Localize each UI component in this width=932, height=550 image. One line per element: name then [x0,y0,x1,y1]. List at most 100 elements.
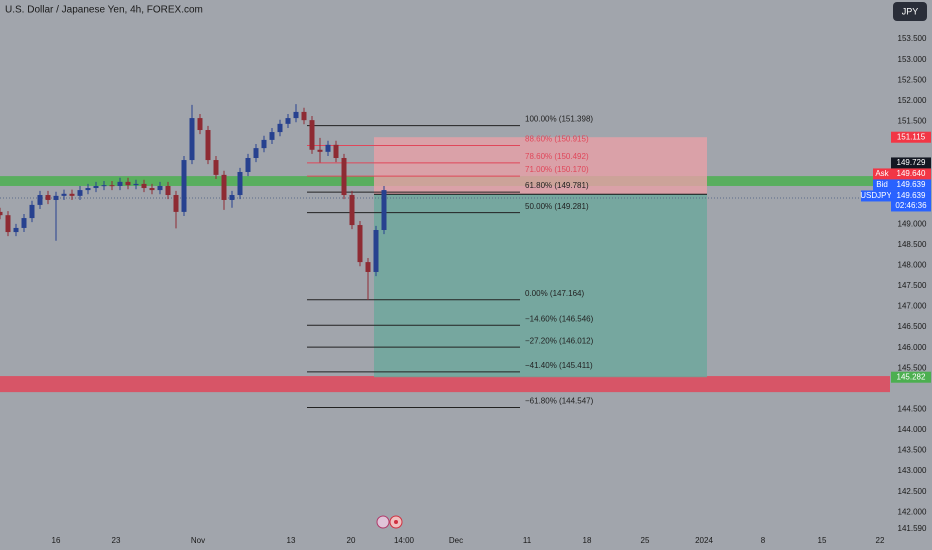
fib-label: 100.00% (151.398) [525,115,593,124]
y-tick-label: 142.500 [898,487,927,496]
candle-body [365,262,371,272]
candle-body [373,229,379,272]
stop-tag: 151.115 [897,132,926,141]
candle-body [21,218,27,228]
x-tick-label: Dec [449,536,463,545]
y-tick-label: 152.500 [898,75,927,84]
last-tag-bg [891,190,931,202]
candle-body [61,193,67,196]
fib-label: −27.20% (146.012) [525,336,594,345]
candle-body [285,118,291,124]
x-tick-label: 14:00 [394,536,415,545]
currency-button[interactable] [893,2,927,21]
candle-body [125,181,131,186]
target-tag-bg [891,371,931,383]
target-tag: 145.282 [897,372,926,381]
y-tick-label: 153.500 [898,34,927,43]
replay-icons[interactable] [376,515,403,529]
y-tick-label: 147.500 [898,281,927,290]
y-tick-label: 153.000 [898,55,927,64]
x-tick-label: 2024 [695,536,713,545]
ask-name-bg [873,168,891,180]
candle-body [197,118,203,131]
candle-body [237,171,243,196]
candle-body [117,181,123,186]
candle-body [109,185,115,187]
stop-box [374,137,707,195]
y-tick-label: 146.000 [898,343,927,352]
y-tick-label: 144.500 [898,404,927,413]
fib-label: −61.80% (144.547) [525,397,594,406]
bid-name: Bid [876,180,888,189]
candle-body [261,139,267,149]
candle-body [133,183,139,186]
entry-tag: 149.729 [897,158,926,167]
bid-tag-bg [891,179,931,191]
candle-body [93,185,99,189]
x-tick-label: 13 [287,536,296,545]
candle-body [69,193,75,196]
candle-body [149,188,155,191]
candle-body [325,144,331,152]
fib-label: 0.00% (147.164) [525,289,584,298]
fib-label: 50.00% (149.281) [525,202,589,211]
x-tick-label: 22 [876,536,885,545]
candle-body [221,174,227,200]
y-tick-label: 146.500 [898,322,927,331]
bid-tag: 149.639 [897,180,926,189]
y-tick-label: 152.000 [898,96,927,105]
x-tick-label: 18 [583,536,592,545]
candle-body [309,120,315,150]
y-tick-label: 142.000 [898,507,927,516]
zone [0,376,890,393]
y-tick-label: 145.500 [898,363,927,372]
bid-name-bg [873,179,891,191]
candle-body [333,144,339,158]
fib-label: 71.00% (150.170) [525,165,589,174]
y-tick-label: 149.000 [898,219,927,228]
candle-body [181,160,187,212]
ask-tag: 149.640 [897,169,926,178]
fib-label: 88.60% (150.915) [525,135,589,144]
candle-body [53,195,59,200]
countdown-bg [891,200,931,212]
currency-button-label[interactable]: JPY [902,6,919,16]
x-tick-label: 20 [347,536,356,545]
entry-tag-bg [891,157,931,169]
y-tick-label: 147.000 [898,302,927,311]
y-tick-label: 148.500 [898,240,927,249]
candle-body [301,111,307,121]
candle-body [349,195,355,226]
x-tick-label: 8 [761,536,766,545]
candle-body [101,185,107,187]
y-tick-label: 141.590 [898,524,927,533]
y-tick-label: 151.500 [898,116,927,125]
candle-body [157,185,163,191]
chart-title: U.S. Dollar / Japanese Yen, 4h, FOREX.co… [5,5,203,16]
price-axis [890,0,932,550]
candle-body [341,157,347,196]
candle-body [381,190,387,230]
stop-tag-bg [891,131,931,143]
y-tick-label: 148.000 [898,260,927,269]
candle-body [277,123,283,133]
fib-label: 61.80% (149.781) [525,181,589,190]
candle-body [357,225,363,263]
candle-body [141,183,147,189]
x-tick-label: 16 [52,536,61,545]
x-tick-label: 23 [112,536,121,545]
fib-label: 78.60% (150.492) [525,152,589,161]
candle-body [37,195,43,205]
candle-body [29,204,35,219]
candle-body [229,195,235,200]
ask-tag-bg [891,168,931,180]
y-tick-label: 143.000 [898,466,927,475]
x-tick-label: 11 [523,536,532,545]
last-tag: 149.639 [897,191,926,200]
candle-body [173,195,179,212]
candle-body [189,118,195,161]
symbol-tag: USDJPY [860,191,892,200]
x-tick-label: 15 [818,536,827,545]
x-tick-label: 25 [641,536,650,545]
